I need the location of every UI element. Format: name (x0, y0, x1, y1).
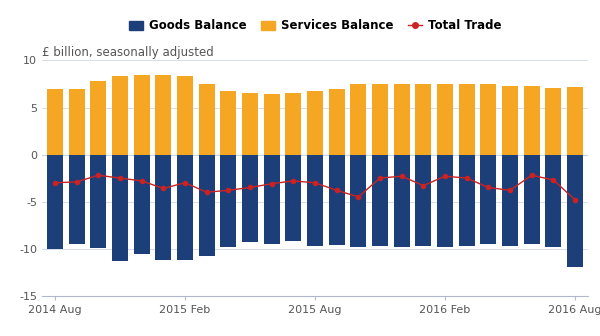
Bar (90, 81, 106, 155)
Bar (220, 155, 236, 247)
Bar (372, 155, 388, 246)
Bar (285, 93, 301, 155)
Bar (134, 75, 150, 155)
Bar (155, 75, 172, 155)
Bar (329, 155, 345, 245)
Bar (502, 155, 518, 246)
Bar (285, 155, 301, 241)
Bar (307, 155, 323, 246)
Bar (112, 77, 128, 155)
Bar (458, 84, 475, 155)
Bar (177, 77, 193, 155)
Bar (47, 155, 63, 249)
Bar (329, 89, 345, 155)
Bar (545, 88, 562, 155)
Bar (372, 84, 388, 155)
Bar (199, 84, 215, 155)
Bar (263, 94, 280, 155)
Legend: Goods Balance, Services Balance, Total Trade: Goods Balance, Services Balance, Total T… (124, 15, 506, 37)
Bar (199, 155, 215, 256)
Text: £ billion, seasonally adjusted: £ billion, seasonally adjusted (42, 46, 214, 59)
Bar (90, 155, 106, 248)
Bar (567, 155, 583, 266)
Bar (350, 155, 367, 247)
Bar (350, 84, 367, 155)
Bar (155, 155, 172, 260)
Bar (242, 155, 258, 242)
Bar (458, 155, 475, 246)
Bar (502, 86, 518, 155)
Bar (437, 84, 453, 155)
Bar (437, 155, 453, 247)
Bar (242, 93, 258, 155)
Bar (415, 84, 431, 155)
Bar (112, 155, 128, 261)
Bar (394, 84, 410, 155)
Bar (567, 87, 583, 155)
Bar (68, 89, 85, 155)
Bar (307, 91, 323, 155)
Bar (524, 155, 540, 244)
Bar (220, 91, 236, 155)
Bar (480, 84, 496, 155)
Bar (177, 155, 193, 260)
Bar (545, 155, 562, 247)
Bar (68, 155, 85, 244)
Bar (480, 155, 496, 244)
Bar (263, 155, 280, 244)
Bar (134, 155, 150, 254)
Bar (394, 155, 410, 247)
Bar (47, 89, 63, 155)
Bar (415, 155, 431, 246)
Bar (524, 86, 540, 155)
